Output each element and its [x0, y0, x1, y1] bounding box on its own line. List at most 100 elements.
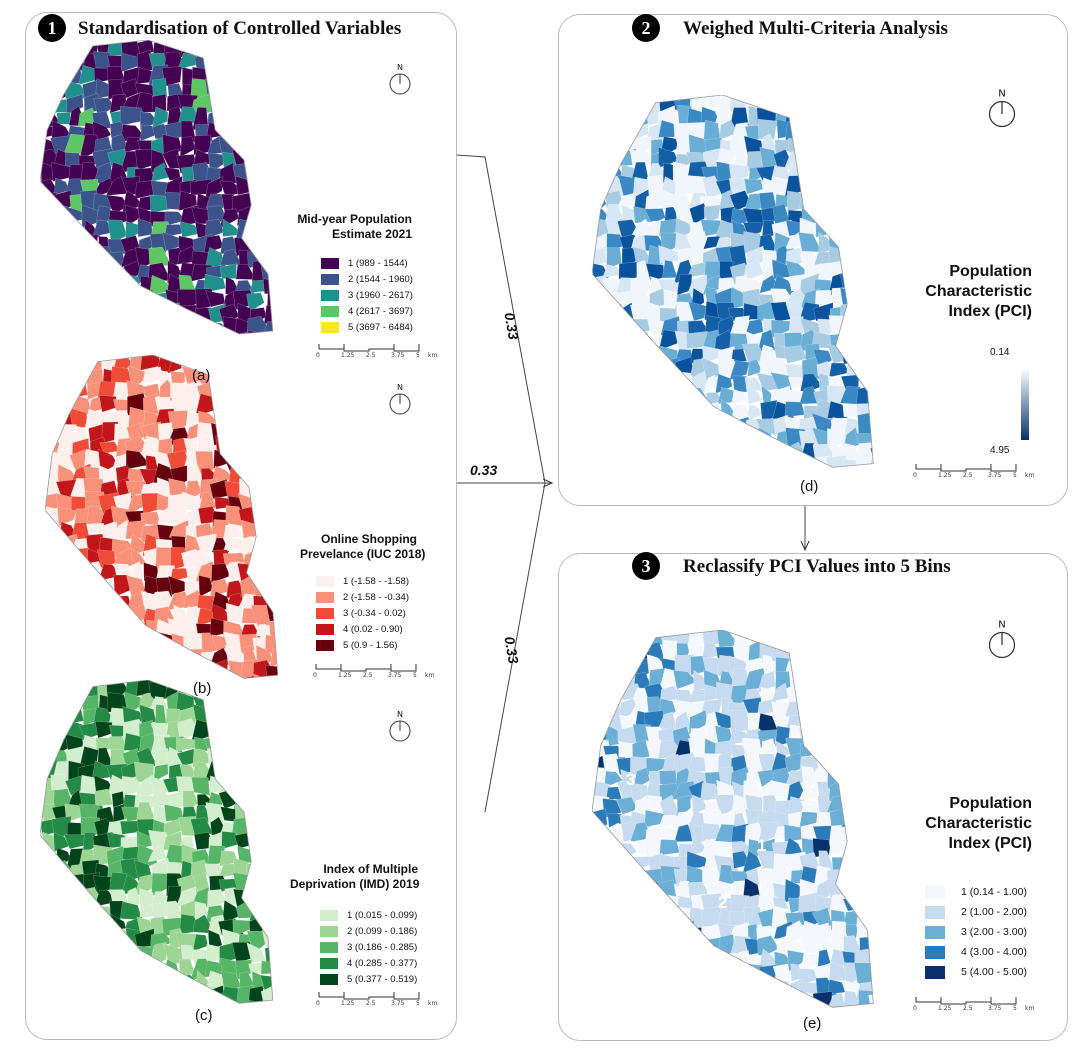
map-region: [260, 40, 273, 56]
map-region: [602, 444, 625, 467]
north-arrow-d: N: [987, 88, 1017, 131]
map-region: [50, 318, 76, 334]
scale-tick: 3.75: [391, 1000, 405, 1007]
map-region: [247, 789, 267, 810]
map-region: [248, 40, 268, 62]
map-region: [224, 380, 245, 402]
map-region: [83, 1005, 97, 1010]
map-region: [604, 880, 623, 898]
map-region: [827, 191, 849, 211]
map-region: [592, 933, 612, 956]
map-region: [75, 664, 90, 679]
map-region: [81, 335, 103, 340]
map-region: [731, 389, 748, 405]
map-region: [827, 206, 849, 230]
map-region: [150, 330, 175, 334]
map-region: [772, 963, 792, 982]
map-region: [149, 971, 169, 992]
map-region: [644, 1003, 669, 1008]
map-region: [58, 588, 78, 613]
map-region: [872, 400, 874, 425]
map-region: [832, 107, 847, 126]
map-region: [66, 680, 84, 702]
map-region: [602, 891, 626, 914]
map-region: [617, 952, 638, 971]
map-region: [603, 458, 624, 468]
map-region: [125, 997, 145, 1004]
map-region: [277, 94, 280, 115]
map-region: [246, 50, 268, 72]
map-region: [280, 465, 285, 483]
map-region: [65, 274, 84, 295]
map-region: [632, 375, 653, 397]
map-region: [660, 471, 681, 475]
map-region: [615, 333, 640, 349]
map-region: [51, 692, 76, 717]
legend-item: 4 (0.285 - 0.377): [320, 955, 417, 971]
map-region: [828, 739, 851, 762]
legend-label: 3 (0.186 - 0.285): [347, 941, 418, 953]
map-region: [744, 688, 763, 701]
map-region: [592, 152, 615, 172]
legend-swatch: [320, 957, 338, 969]
map-region: [278, 263, 280, 282]
map-region: [58, 550, 79, 572]
map-region: [840, 168, 863, 184]
legend-item: 5 (0.9 - 1.56): [316, 637, 409, 653]
legend-item: 5 (4.00 - 5.00): [925, 962, 1027, 982]
map-region: [854, 306, 874, 325]
map-region: [281, 635, 285, 656]
map-region: [57, 634, 79, 655]
map-region: [218, 680, 238, 703]
map-region: [278, 136, 280, 155]
map-region: [602, 990, 622, 1008]
map-region: [867, 710, 874, 731]
map-region: [594, 698, 609, 723]
map-region: [64, 928, 90, 954]
map-region: [77, 680, 101, 698]
map-region: [840, 208, 862, 223]
map-region: [858, 176, 874, 197]
map-region: [106, 986, 128, 1004]
scale-unit: km: [428, 352, 438, 359]
map-region: [210, 720, 230, 741]
map-region: [871, 668, 874, 689]
map-region: [139, 648, 160, 665]
map-region: [592, 329, 610, 351]
step-2-badge: 2: [632, 14, 660, 42]
map-region: [869, 894, 874, 918]
map-region: [603, 948, 624, 968]
map-region: [40, 266, 57, 282]
map-region: [235, 175, 255, 196]
map-region: [68, 887, 84, 911]
map-region: [648, 371, 668, 397]
map-region: [260, 189, 273, 210]
map-outline: [592, 95, 874, 468]
map-region: [718, 189, 734, 211]
map-region: [219, 78, 242, 102]
map-region: [266, 680, 273, 699]
map-region: [622, 1008, 640, 1015]
map-region: [66, 287, 89, 308]
map-region: [237, 412, 257, 433]
map-region: [107, 944, 127, 964]
map-region: [733, 963, 747, 984]
map-region: [647, 894, 669, 916]
map-region: [78, 931, 101, 948]
map-region: [153, 645, 180, 666]
map-region: [51, 988, 73, 1004]
scale-tick: 1.25: [938, 1005, 952, 1012]
scale-bar-b: 0 1.25 2.5 3.75 5 km: [313, 662, 435, 682]
map-region: [50, 905, 70, 923]
map-region: [119, 305, 146, 321]
map-region: [592, 644, 613, 664]
map-region: [283, 356, 285, 377]
map-region: [843, 780, 863, 802]
map-region: [855, 866, 874, 887]
map-region: [718, 950, 734, 970]
map-region: [40, 971, 61, 990]
map-region: [592, 118, 615, 144]
map-region: [269, 566, 278, 585]
map-region: [733, 472, 754, 475]
map-region: [54, 219, 74, 240]
